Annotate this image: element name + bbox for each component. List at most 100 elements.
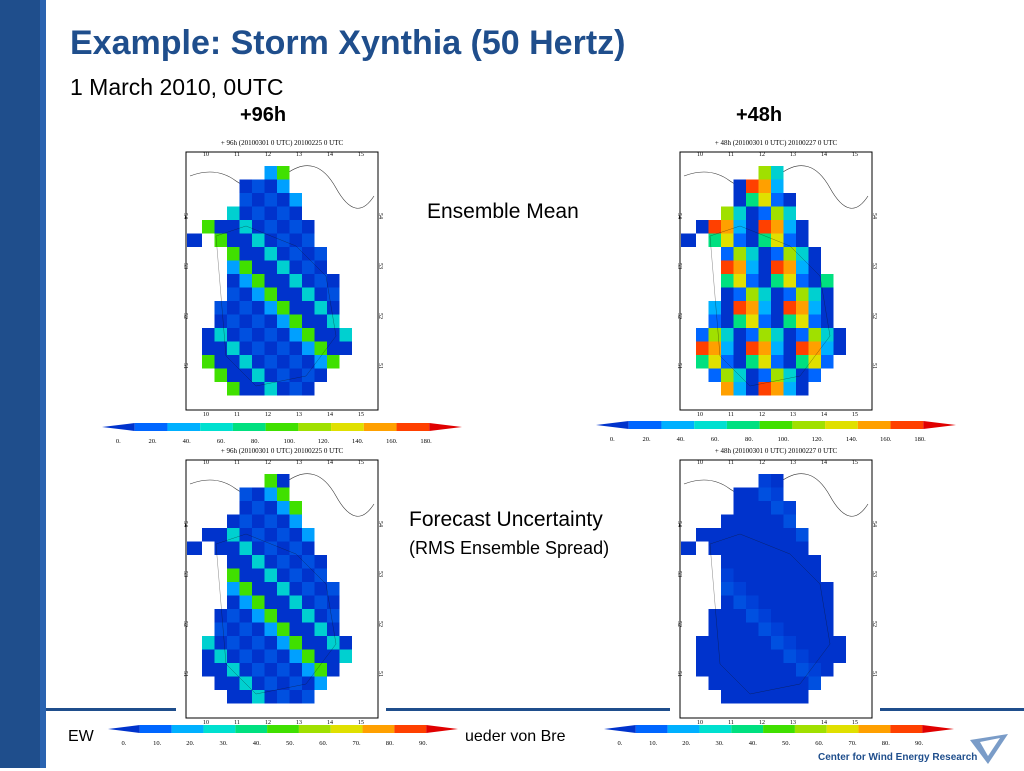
colorbar-tick-label: 180. — [914, 436, 926, 443]
left-accent-bar — [0, 0, 46, 768]
lat-tick-left: 53 — [676, 263, 682, 269]
grid-cell — [327, 274, 340, 288]
grid-cell — [314, 609, 327, 623]
grid-cell — [746, 568, 759, 582]
grid-cell — [821, 355, 834, 369]
grid-cell — [783, 247, 796, 261]
colorbar-tick-label: 60. — [319, 740, 328, 747]
grid-cell — [302, 609, 315, 623]
colorbar-tick-label: 160. — [880, 436, 892, 443]
colorbar-tick-label: 100. — [778, 436, 790, 443]
grid-cell — [783, 341, 796, 355]
grid-cell — [733, 636, 746, 650]
grid-cell — [796, 649, 809, 663]
grid-cell — [746, 341, 759, 355]
lat-tick-left: 54 — [182, 213, 188, 219]
grid-cell — [721, 382, 734, 396]
lat-tick-left: 52 — [182, 313, 188, 319]
grid-cell — [302, 568, 315, 582]
lon-tick-bottom: 13 — [790, 412, 796, 418]
colorbar-segment — [235, 725, 268, 733]
grid-cell — [277, 179, 290, 193]
forwind-logo — [970, 734, 1008, 764]
grid-cell — [239, 541, 252, 555]
grid-cell — [721, 568, 734, 582]
grid-cell — [721, 328, 734, 342]
grid-cell — [314, 555, 327, 569]
grid-cell — [696, 341, 709, 355]
grid-cell — [783, 649, 796, 663]
grid-cell — [227, 355, 240, 369]
map-mean-48h: + 48h (20100301 0 UTC) 20100227 0 UTC 10 1… — [676, 139, 877, 418]
grid-cell — [808, 287, 821, 301]
grid-cell — [796, 582, 809, 596]
grid-cell — [783, 690, 796, 704]
grid-cell — [771, 582, 784, 596]
colorbar-segment — [429, 423, 462, 431]
grid-cell — [277, 690, 290, 704]
lon-tick-bottom: 12 — [265, 412, 271, 418]
grid-cell — [289, 595, 302, 609]
grid-cell — [758, 663, 771, 677]
lon-tick-top: 10 — [697, 152, 703, 158]
grid-cell — [277, 220, 290, 234]
grid-cell — [252, 220, 265, 234]
grid-cell — [733, 690, 746, 704]
grid-cell — [239, 514, 252, 528]
grid-cell — [796, 233, 809, 247]
grid-cell — [227, 314, 240, 328]
lon-tick-bottom: 15 — [852, 720, 858, 726]
grid-cell — [277, 649, 290, 663]
grid-cell — [227, 555, 240, 569]
colorbar-tick-label: 20. — [682, 740, 691, 747]
grid-cell — [252, 663, 265, 677]
grid-cell — [264, 555, 277, 569]
grid-cell — [264, 368, 277, 382]
grid-cell — [314, 260, 327, 274]
grid-cell — [758, 193, 771, 207]
grid-cell — [214, 314, 227, 328]
grid-cell — [796, 260, 809, 274]
colorbar-tick-label: 90. — [419, 740, 428, 747]
lat-tick-left: 53 — [676, 571, 682, 577]
colorbar-segment — [763, 725, 795, 733]
grid-cell — [227, 636, 240, 650]
colorbar-segment — [139, 725, 172, 733]
grid-cell — [302, 528, 315, 542]
map-panel-spread-48h: + 48h (20100301 0 UTC) 20100227 0 UTC 10 1… — [670, 444, 880, 728]
grid-cell — [239, 501, 252, 515]
grid-cell — [302, 328, 315, 342]
map-spread-96h: + 96h (20100301 0 UTC) 20100225 0 UTC 10 1… — [182, 447, 383, 726]
lon-tick-top: 12 — [265, 460, 271, 466]
colorbar-segment — [635, 725, 668, 733]
grid-cell — [796, 328, 809, 342]
grid-cell — [277, 541, 290, 555]
grid-cell — [252, 649, 265, 663]
lon-tick-top: 11 — [234, 460, 240, 466]
lon-tick-bottom: 14 — [821, 412, 827, 418]
grid-cell — [227, 676, 240, 690]
grid-cell — [314, 649, 327, 663]
grid-cell — [302, 649, 315, 663]
grid-cell — [746, 314, 759, 328]
colorbar-segment — [858, 725, 891, 733]
colorbar-segment — [759, 421, 793, 429]
colorbar-tick-label: 40. — [749, 740, 758, 747]
colorbar-mean-48h: 0. 20. 40. 60. 80. 100. 120. 140. 160. 180. — [586, 419, 966, 450]
colorbar-segment — [661, 421, 695, 429]
colorbar-segment — [200, 423, 233, 431]
grid-cell — [733, 206, 746, 220]
lat-tick-right: 51 — [871, 363, 877, 369]
grid-cell — [227, 568, 240, 582]
grid-cell — [783, 568, 796, 582]
grid-cell — [314, 368, 327, 382]
grid-cell — [264, 649, 277, 663]
grid-cell — [302, 636, 315, 650]
grid-cell — [771, 690, 784, 704]
colorbar-tick-label: 40. — [253, 740, 262, 747]
map-spread-48h: + 48h (20100301 0 UTC) 20100227 0 UTC 10 1… — [676, 447, 877, 726]
grid-cell — [771, 541, 784, 555]
grid-cell — [721, 368, 734, 382]
grid-cell — [277, 595, 290, 609]
grid-cell — [796, 690, 809, 704]
